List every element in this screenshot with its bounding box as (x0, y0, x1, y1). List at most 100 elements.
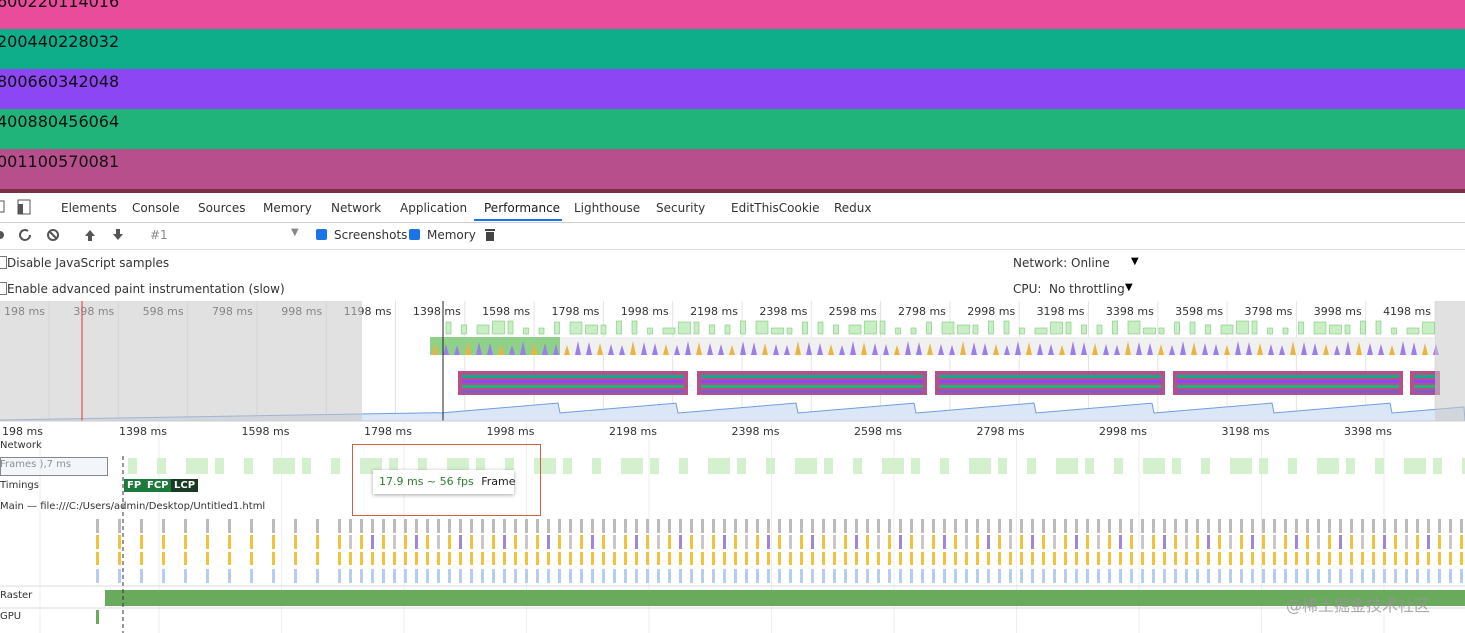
task (1064, 519, 1067, 533)
tab[interactable]: Redux (834, 201, 872, 215)
task-paint (657, 552, 660, 565)
cpu-spike (1037, 343, 1043, 355)
task-paint (833, 552, 836, 565)
task-paint (96, 552, 99, 565)
task-script (877, 535, 880, 549)
setting-option[interactable]: Disable JavaScript samples (7, 256, 170, 270)
frame-block (331, 458, 340, 474)
cpu-spike (1070, 341, 1076, 355)
task-script (1295, 535, 1298, 549)
frame-block (505, 458, 514, 474)
fps-bar (554, 321, 560, 335)
setting-option[interactable]: Enable advanced paint instrumentation (s… (7, 282, 285, 296)
task-layout (756, 569, 759, 583)
dropdown-arrow: ▼ (1125, 282, 1133, 293)
task-script (1251, 535, 1254, 549)
task-paint (1152, 552, 1155, 565)
timing-marker[interactable]: FCP (144, 479, 172, 492)
task (1295, 519, 1298, 533)
tab[interactable]: Lighthouse (574, 201, 641, 215)
task (701, 519, 704, 533)
task-layout (437, 569, 440, 583)
cpu-spike (894, 345, 900, 355)
main-tick: 3398 ms (1344, 425, 1392, 438)
watermark: @稀土掘金技术社区 (1286, 596, 1431, 615)
task-layout (470, 569, 473, 583)
checkbox[interactable] (409, 229, 420, 240)
task (679, 519, 682, 533)
task (1009, 519, 1012, 533)
network-label: Network: (1013, 256, 1068, 270)
task-script (1218, 535, 1221, 549)
frame-block (534, 458, 556, 474)
trash-icon[interactable] (484, 227, 496, 242)
frame-block (1172, 458, 1181, 474)
task-script (833, 535, 836, 549)
task-script (1020, 535, 1023, 549)
task (470, 519, 473, 533)
screenshot-row (462, 390, 684, 393)
cpu-select[interactable]: No throttling (1049, 282, 1125, 296)
task (437, 519, 440, 533)
color-row: 400880456064 (0, 109, 1465, 149)
frame-block (128, 458, 137, 474)
task-layout (1009, 569, 1012, 583)
network-select[interactable]: Online (1071, 256, 1110, 270)
tab[interactable]: Sources (198, 201, 246, 215)
tab[interactable]: Elements (61, 201, 117, 215)
task-script (1240, 535, 1243, 549)
frame-block (766, 458, 775, 474)
timing-marker[interactable]: LCP (171, 479, 199, 492)
task-paint (1394, 552, 1397, 565)
checkbox[interactable] (316, 229, 327, 240)
overview-tick: 1598 ms (482, 305, 530, 318)
checkbox[interactable] (0, 282, 7, 295)
task-layout (1427, 569, 1430, 583)
tab[interactable]: Security (656, 201, 706, 215)
task-layout (690, 569, 693, 583)
fps-bar (1313, 321, 1327, 335)
cpu-spike (916, 342, 922, 355)
task-layout (1064, 569, 1067, 583)
task (118, 519, 121, 533)
task (1185, 519, 1188, 533)
task-paint (932, 552, 935, 565)
task-paint (734, 552, 737, 565)
frame-block (737, 458, 746, 474)
task-paint (547, 552, 550, 565)
task-layout (250, 569, 253, 583)
fps-bar (693, 321, 700, 335)
tab[interactable]: Memory (263, 201, 312, 215)
task-layout (514, 569, 517, 583)
task-script (1460, 535, 1463, 549)
tab[interactable]: Performance (484, 201, 561, 215)
task-layout (1372, 569, 1375, 583)
checkbox[interactable] (0, 256, 7, 269)
tab[interactable]: EditThisCookie (731, 201, 820, 215)
checkbox-label[interactable]: Screenshots (334, 228, 408, 242)
task-script (954, 535, 957, 549)
task-layout (96, 569, 99, 583)
task-script (525, 535, 528, 549)
cpu-spike (850, 341, 856, 355)
tab[interactable]: Application (400, 201, 468, 215)
frame-block (592, 458, 601, 474)
main-tick: 2598 ms (854, 425, 902, 438)
fps-bar (600, 324, 607, 335)
checkbox-label[interactable]: Memory (427, 228, 476, 242)
task (1449, 519, 1452, 533)
recording-select[interactable]: #1 (150, 228, 168, 242)
color-row: 200440228032 (0, 29, 1465, 69)
frame-block (476, 458, 485, 474)
timing-marker[interactable]: FP (124, 479, 145, 492)
cpu-spike (498, 344, 504, 355)
task-layout (921, 569, 924, 583)
task-layout (1339, 569, 1342, 583)
fps-bar (1143, 327, 1156, 335)
task-paint (844, 552, 847, 565)
tab[interactable]: Console (132, 201, 180, 215)
task (888, 519, 891, 533)
task-paint (591, 552, 594, 565)
task-layout (723, 569, 726, 583)
tab[interactable]: Network (331, 201, 382, 215)
